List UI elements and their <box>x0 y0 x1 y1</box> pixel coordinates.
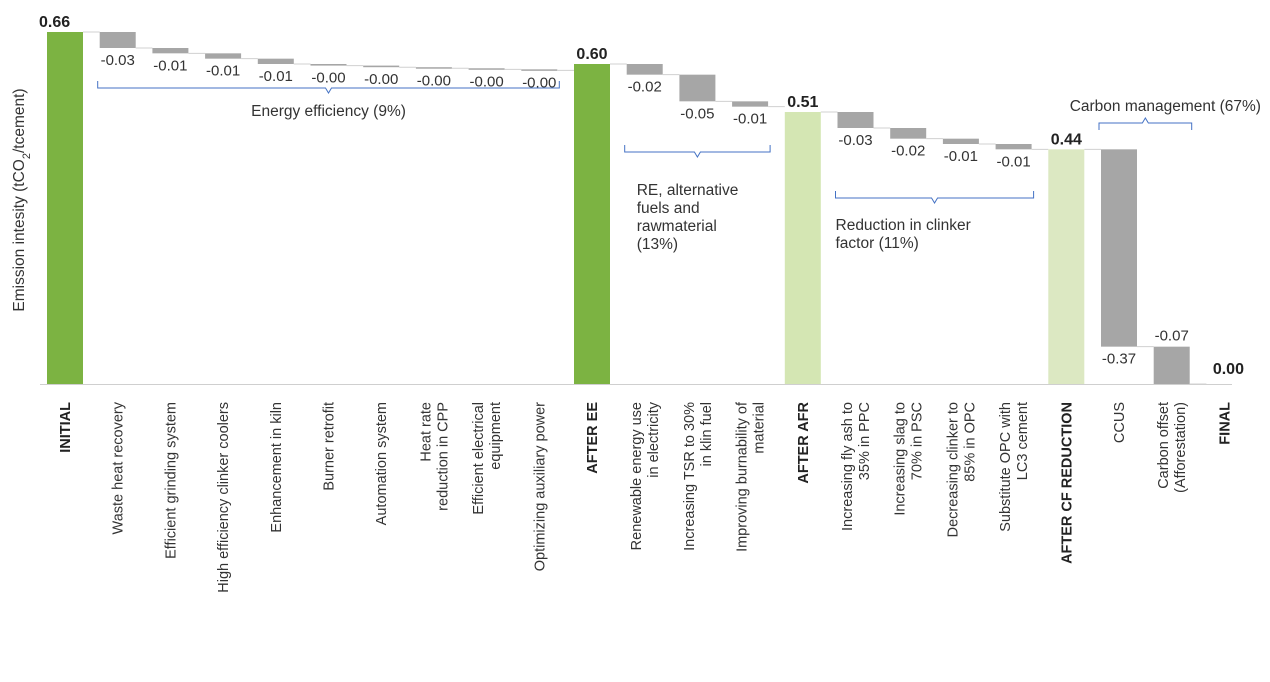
category-label-improving-burnability-of-material: Improving burnability of <box>735 401 751 552</box>
bar-optimizing-auxiliary-power <box>521 69 558 71</box>
value-label-waste-heat-recovery: -0.03 <box>101 52 135 69</box>
category-label-increasing-tsr-to-30-in-klin-fuel: Increasing TSR to 30% <box>682 402 698 551</box>
value-label-renewable-energy-use-in-electricity: -0.02 <box>628 79 662 96</box>
category-label-increasing-fly-ash-to-35-in-ppc: Increasing fly ash to <box>840 402 856 531</box>
value-label-initial: 0.66 <box>39 14 70 31</box>
category-label-substitute-opc-with-lc3-cement: Substitute OPC with <box>998 402 1014 532</box>
category-label-after-cf-reduction: AFTER CF REDUCTION <box>1059 402 1075 564</box>
bar-high-efficiency-clinker-coolers <box>205 53 242 59</box>
bar-automation-system <box>363 65 400 68</box>
value-label-high-efficiency-clinker-coolers: -0.01 <box>206 63 240 80</box>
bar-after-afr <box>784 112 821 384</box>
value-label-decreasing-clinker-to-85-in-opc: -0.01 <box>944 148 978 165</box>
bars-layer <box>47 31 1207 385</box>
group-label-0: Energy efficiency (9%) <box>251 103 406 120</box>
group-label-1: fuels and <box>637 200 700 217</box>
value-label-substitute-opc-with-lc3-cement: -0.01 <box>996 153 1030 170</box>
y-axis-label: Emission intesity (tCO2/tcement) <box>11 88 33 311</box>
bar-decreasing-clinker-to-85-in-opc <box>942 138 979 144</box>
category-label-increasing-slag-to-70-in-psc: Increasing slag to <box>893 402 909 516</box>
bar-substitute-opc-with-lc3-cement <box>995 144 1032 150</box>
bar-after-ee <box>574 64 610 384</box>
category-label-efficient-electrical-equipment: equipment <box>488 402 504 470</box>
value-label-automation-system: -0.00 <box>364 71 398 88</box>
category-label-waste-heat-recovery: Waste heat recovery <box>111 401 127 534</box>
category-label-efficient-grinding-system: Efficient grinding system <box>163 402 179 559</box>
value-label-after-cf-reduction: 0.44 <box>1051 131 1082 148</box>
value-label-efficient-electrical-equipment: -0.00 <box>469 73 503 90</box>
group-bracket-0 <box>97 81 560 94</box>
group-label-3: Carbon management (67%) <box>1070 98 1261 115</box>
category-label-high-efficiency-clinker-coolers: High efficiency clinker coolers <box>216 402 232 593</box>
value-label-optimizing-auxiliary-power: -0.00 <box>522 74 556 91</box>
bar-enhancement-in-kiln <box>257 58 294 64</box>
category-label-after-ee: AFTER EE <box>585 402 601 474</box>
bar-increasing-fly-ash-to-35-in-ppc <box>837 112 874 128</box>
value-label-after-ee: 0.60 <box>576 46 607 63</box>
category-label-heat-rate-reduction-in-cpp: Heat rate <box>418 402 434 462</box>
value-labels-layer: 0.66 -0.03 -0.01 -0.01 -0.01 -0.00 -0.00 -0.00 -… <box>39 14 1244 378</box>
category-label-heat-rate-reduction-in-cpp: reduction in CPP <box>435 402 451 511</box>
category-label-carbon-offset-afforestation: Carbon offset <box>1156 402 1172 489</box>
value-label-increasing-fly-ash-to-35-in-ppc: -0.03 <box>838 132 872 149</box>
value-label-heat-rate-reduction-in-cpp: -0.00 <box>417 72 451 89</box>
category-label-initial: INITIAL <box>58 402 74 453</box>
bar-initial <box>47 32 83 384</box>
category-label-optimizing-auxiliary-power: Optimizing auxiliary power <box>532 402 548 571</box>
category-label-automation-system: Automation system <box>374 402 390 525</box>
bar-burner-retrofit <box>310 64 347 66</box>
category-label-decreasing-clinker-to-85-in-opc: 85% in OPC <box>962 402 978 482</box>
category-label-increasing-fly-ash-to-35-in-ppc: 35% in PPC <box>857 402 873 480</box>
category-label-enhancement-in-kiln: Enhancement in kiln <box>269 402 285 533</box>
category-label-decreasing-clinker-to-85-in-opc: Decreasing clinker to <box>945 402 961 537</box>
bar-efficient-grinding-system <box>152 48 189 54</box>
bar-efficient-electrical-equipment <box>468 68 505 70</box>
category-label-efficient-electrical-equipment: Efficient electrical <box>471 402 487 515</box>
bar-heat-rate-reduction-in-cpp <box>415 67 452 69</box>
group-brackets-layer: Energy efficiency (9%) RE, alternativefue… <box>97 81 1261 253</box>
group-label-1: (13%) <box>637 236 678 253</box>
category-label-renewable-energy-use-in-electricity: Renewable energy use <box>629 402 645 550</box>
category-label-increasing-tsr-to-30-in-klin-fuel: in klin fuel <box>699 402 715 466</box>
group-label-2: factor (11%) <box>836 235 919 252</box>
bar-renewable-energy-use-in-electricity <box>626 64 663 75</box>
value-label-increasing-tsr-to-30-in-klin-fuel: -0.05 <box>680 105 714 122</box>
value-label-carbon-offset-afforestation: -0.07 <box>1155 328 1189 345</box>
group-bracket-2 <box>835 191 1035 204</box>
value-label-ccus: -0.37 <box>1102 351 1136 368</box>
category-label-renewable-energy-use-in-electricity: in electricity <box>646 401 662 477</box>
value-label-final: 0.00 <box>1213 361 1244 378</box>
bar-after-cf-reduction <box>1048 149 1085 384</box>
group-bracket-1 <box>624 145 771 158</box>
category-labels-layer: INITIAL Waste heat recovery Efficient grin… <box>58 401 1233 593</box>
bar-increasing-tsr-to-30-in-klin-fuel <box>679 74 716 102</box>
value-label-after-afr: 0.51 <box>787 94 818 111</box>
group-bracket-3 <box>1098 117 1193 130</box>
bar-increasing-slag-to-70-in-psc <box>890 128 927 139</box>
value-label-efficient-grinding-system: -0.01 <box>153 57 187 74</box>
bar-ccus <box>1101 149 1137 347</box>
bar-carbon-offset-afforestation <box>1153 346 1190 384</box>
category-label-increasing-slag-to-70-in-psc: 70% in PSC <box>910 402 926 480</box>
bar-improving-burnability-of-material <box>732 101 769 107</box>
group-label-1: RE, alternative <box>637 182 739 199</box>
category-label-substitute-opc-with-lc3-cement: LC3 cement <box>1015 402 1031 480</box>
category-label-carbon-offset-afforestation: (Afforestation) <box>1173 402 1189 493</box>
category-label-burner-retrofit: Burner retrofit <box>322 402 338 491</box>
value-label-burner-retrofit: -0.00 <box>311 70 345 87</box>
value-label-improving-burnability-of-material: -0.01 <box>733 111 767 128</box>
bar-waste-heat-recovery <box>99 32 136 48</box>
group-label-2: Reduction in clinker <box>836 217 971 234</box>
category-label-improving-burnability-of-material: material <box>752 402 768 454</box>
category-label-ccus: CCUS <box>1112 402 1128 443</box>
group-label-1: rawmaterial <box>637 218 717 235</box>
category-label-after-afr: AFTER AFR <box>796 401 812 483</box>
value-label-increasing-slag-to-70-in-psc: -0.02 <box>891 143 925 160</box>
value-label-enhancement-in-kiln: -0.01 <box>259 68 293 85</box>
category-label-final: FINAL <box>1217 402 1233 445</box>
